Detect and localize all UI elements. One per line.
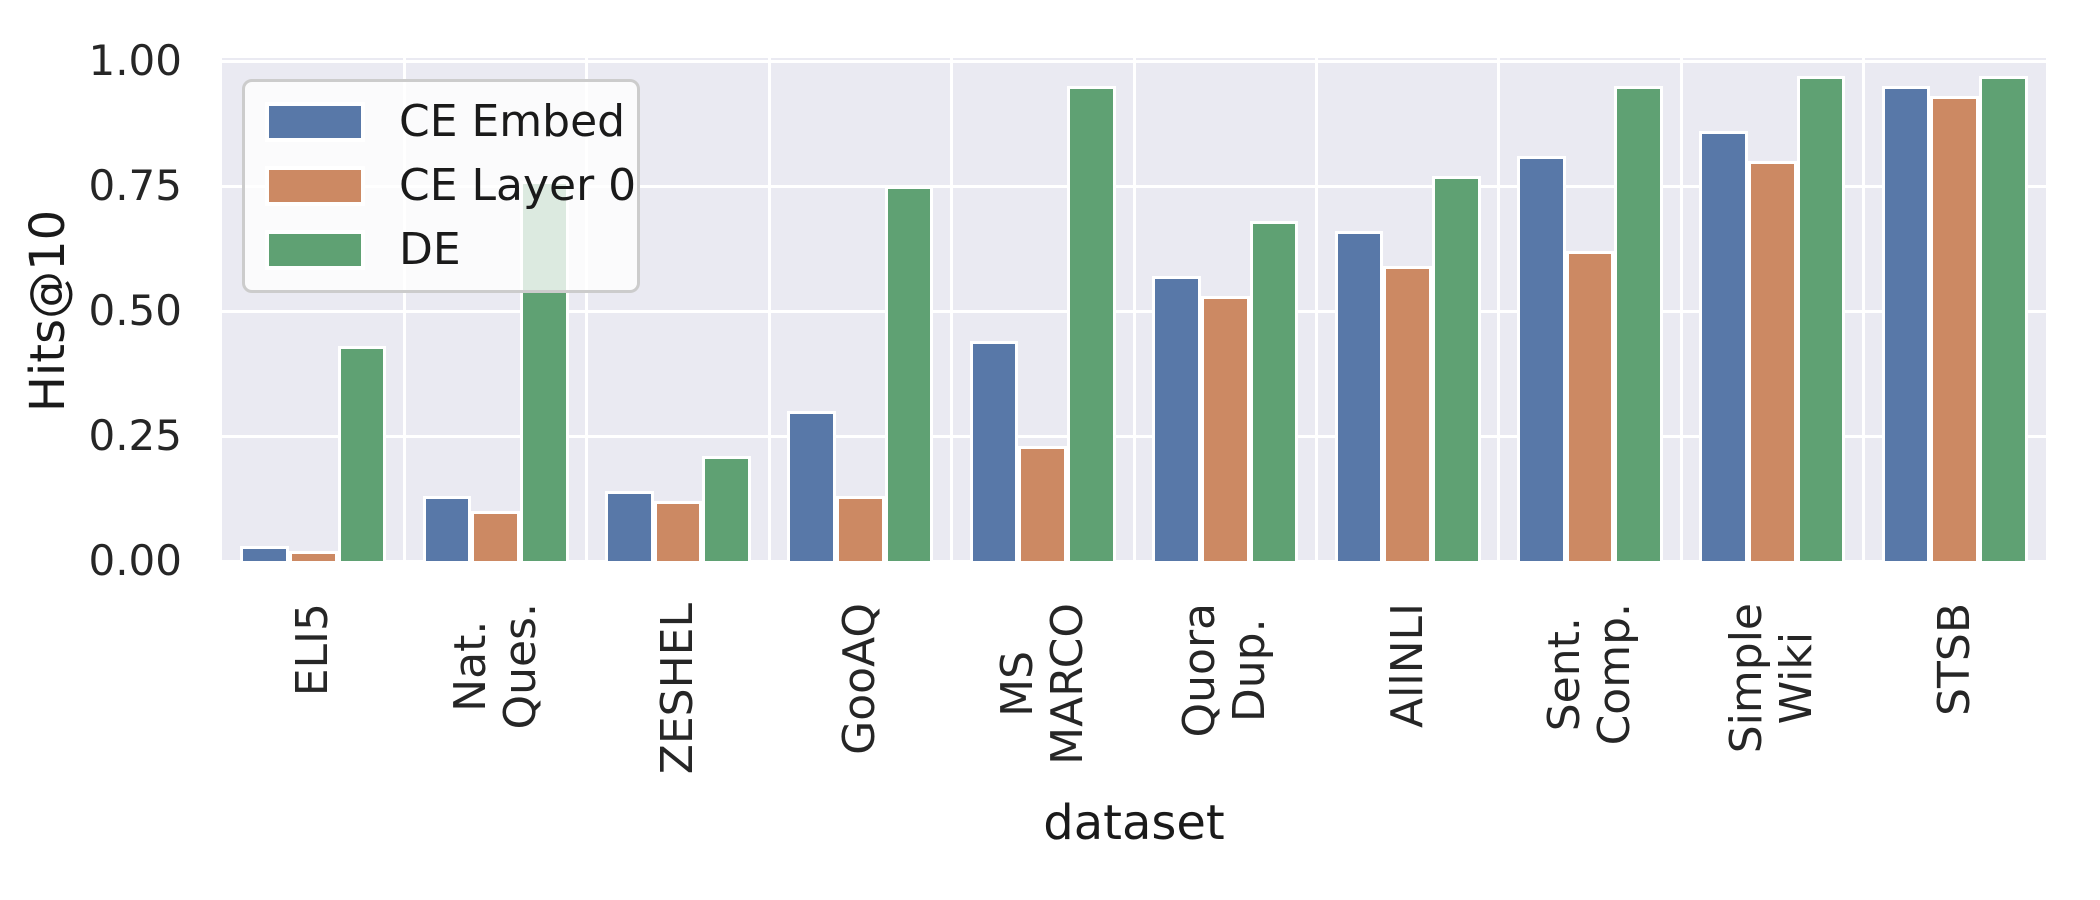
bar-de-allnli — [1431, 176, 1481, 561]
bar-de-gooaq — [884, 186, 934, 561]
bar-de-eli5 — [337, 346, 387, 561]
bar-ce-embed-ms-marco — [969, 341, 1019, 561]
bar-ce-embed-allnli — [1334, 231, 1384, 561]
bar-ce-embed-stsb — [1881, 86, 1931, 561]
x-gridline — [402, 58, 406, 561]
x-tick-label-ms-marco: MS MARCO — [991, 603, 1093, 765]
y-axis-label: Hits@10 — [20, 209, 76, 413]
bar-ce-layer-0-ms-marco — [1018, 446, 1068, 561]
x-gridline — [1679, 58, 1683, 561]
x-tick-label-stsb: STSB — [1928, 603, 1980, 716]
bar-ce-layer-0-gooaq — [836, 496, 885, 561]
bar-ce-layer-0-stsb — [1930, 96, 1980, 561]
x-tick-label-gooaq: GooAQ — [834, 603, 886, 755]
legend-label-ce-embed: CE Embed — [399, 96, 626, 147]
y-tick-label: 0.75 — [88, 161, 182, 210]
bar-ce-embed-nat-ques- — [422, 496, 472, 561]
x-tick-label-quora-dup-: Quora Dup. — [1174, 603, 1276, 738]
x-axis-label: dataset — [1043, 795, 1225, 851]
bar-ce-layer-0-eli5 — [288, 551, 338, 561]
legend: CE Embed CE Layer 0 DE — [242, 79, 640, 293]
y-tick-label: 0.50 — [88, 286, 182, 335]
y-tick-label: 0.00 — [88, 536, 182, 585]
legend-label-ce-layer-0: CE Layer 0 — [399, 160, 637, 211]
bar-ce-layer-0-quora-dup- — [1200, 296, 1250, 561]
legend-swatch-ce-layer-0 — [265, 166, 365, 206]
bar-ce-embed-gooaq — [787, 411, 837, 561]
bar-de-stsb — [1979, 76, 2028, 561]
x-gridline — [585, 58, 589, 561]
bar-de-quora-dup- — [1249, 221, 1299, 561]
bar-ce-layer-0-zeshel — [653, 501, 703, 561]
legend-item-ce-embed: CE Embed — [265, 98, 637, 146]
x-tick-label-allnli: AllNLI — [1381, 603, 1433, 728]
bar-de-ms-marco — [1067, 86, 1116, 561]
legend-swatch-de — [265, 230, 365, 270]
bar-ce-layer-0-nat-ques- — [471, 511, 520, 561]
bar-ce-embed-eli5 — [240, 546, 289, 561]
legend-swatch-ce-embed — [265, 102, 365, 142]
bar-ce-embed-simple-wiki — [1699, 131, 1749, 561]
bar-ce-embed-sent-comp- — [1517, 156, 1566, 561]
x-gridline — [1314, 58, 1318, 561]
bar-ce-embed-quora-dup- — [1152, 276, 1201, 561]
y-tick-label: 0.25 — [88, 411, 182, 460]
legend-item-de: DE — [265, 226, 637, 274]
bar-de-zeshel — [702, 456, 751, 561]
bar-ce-embed-zeshel — [605, 491, 654, 561]
x-tick-label-sent-comp-: Sent. Comp. — [1539, 603, 1640, 746]
x-tick-label-zeshel: ZESHEL — [652, 603, 703, 775]
x-gridline — [950, 58, 954, 561]
x-tick-label-simple-wiki: Simple Wiki — [1721, 603, 1823, 754]
bar-de-sent-comp- — [1614, 86, 1663, 561]
y-gridline — [222, 559, 2046, 563]
bar-ce-layer-0-allnli — [1383, 266, 1432, 561]
legend-item-ce-layer-0: CE Layer 0 — [265, 162, 637, 210]
x-gridline — [1132, 58, 1136, 561]
x-gridline — [1497, 58, 1501, 561]
y-tick-label: 1.00 — [88, 36, 182, 85]
legend-label-de: DE — [399, 224, 461, 275]
x-tick-label-eli5: ELI5 — [287, 603, 339, 697]
bar-ce-layer-0-sent-comp- — [1565, 251, 1615, 561]
x-tick-label-nat-ques-: Nat. Ques. — [444, 603, 546, 730]
bar-de-simple-wiki — [1796, 76, 1846, 561]
x-gridline — [767, 58, 771, 561]
x-gridline — [1862, 58, 1866, 561]
bar-ce-layer-0-simple-wiki — [1748, 161, 1797, 561]
